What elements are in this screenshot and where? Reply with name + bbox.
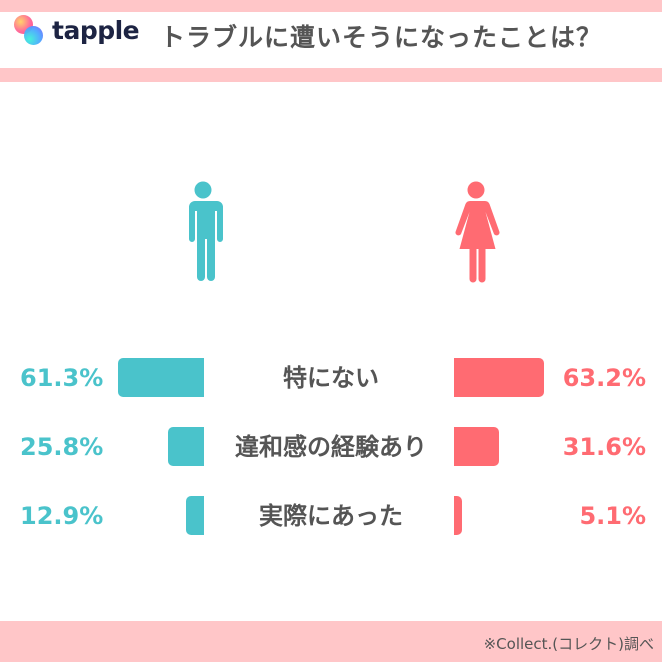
female-bar: [454, 496, 462, 535]
tapple-logo: tapple: [14, 15, 140, 47]
female-percent: 5.1%: [579, 502, 646, 530]
category-label: 特にない: [283, 364, 379, 392]
male-bar: [168, 427, 204, 466]
header-underline-band: [0, 68, 662, 82]
chart-title: トラブルに遭いそうになったことは？: [160, 23, 603, 52]
female-percent: 63.2%: [562, 364, 646, 392]
source-note: ※Collect.(コレクト)調べ: [483, 635, 654, 653]
header: [0, 12, 662, 68]
male-percent: 25.8%: [20, 433, 104, 461]
female-bar: [454, 427, 499, 466]
chart-row: 12.9% 実際にあった 5.1%: [0, 496, 662, 536]
female-bar: [454, 358, 544, 397]
category-label: 違和感の経験あり: [235, 433, 427, 461]
chart-row: 61.3% 特にない 63.2%: [0, 358, 662, 398]
top-band: [0, 0, 662, 12]
footer-band: ※Collect.(コレクト)調べ: [0, 621, 662, 662]
category-label: 実際にあった: [259, 502, 403, 530]
male-person-icon: [189, 181, 223, 281]
male-bar: [118, 358, 204, 397]
female-person-icon: [455, 181, 500, 283]
male-percent: 61.3%: [20, 364, 104, 392]
male-percent: 12.9%: [20, 502, 104, 530]
logo-text: tapple: [52, 16, 140, 45]
female-percent: 31.6%: [562, 433, 646, 461]
male-bar: [186, 496, 204, 535]
chart-row: 25.8% 違和感の経験あり 31.6%: [0, 427, 662, 467]
tapple-logo-icon: [14, 15, 46, 47]
